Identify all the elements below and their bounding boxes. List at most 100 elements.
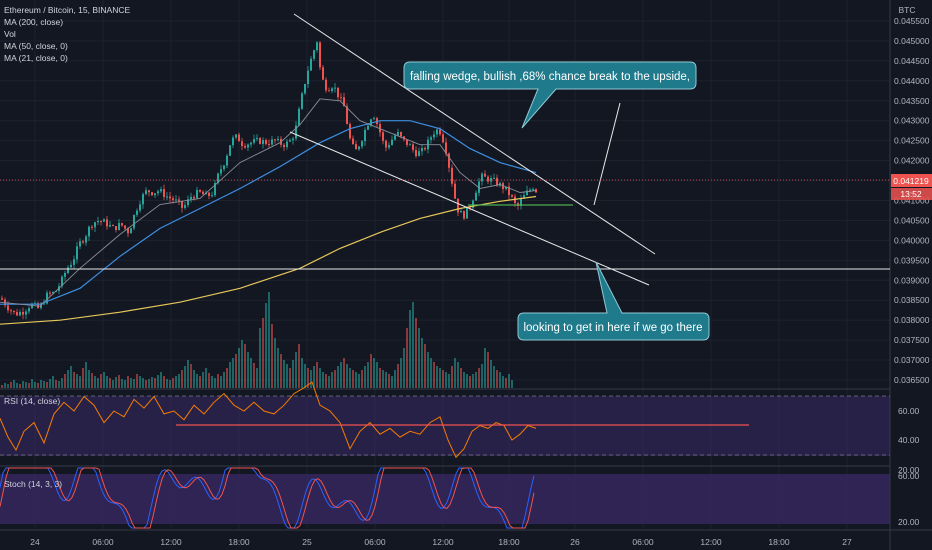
volume-bar	[241, 340, 243, 388]
rsi-legend[interactable]: RSI (14, close)	[4, 396, 60, 406]
callout-falling-wedge[interactable]: falling wedge, bullish ,68% chance break…	[403, 61, 697, 129]
price-tick-label: 0.041000	[894, 196, 930, 206]
volume-bar	[223, 372, 225, 388]
volume-bar	[70, 366, 72, 388]
volume-bar	[19, 384, 21, 388]
volume-bar	[355, 372, 357, 388]
volume-bar	[157, 375, 159, 388]
candle-body	[424, 147, 426, 150]
rsi-tick-label: 20.00	[898, 465, 920, 475]
currency-label: BTC	[899, 5, 916, 15]
volume-bar	[124, 380, 126, 388]
candle-body	[250, 142, 252, 145]
candle-body	[361, 141, 363, 147]
volume-bar	[460, 368, 462, 388]
volume-bar	[280, 354, 282, 388]
volume-bar	[4, 383, 6, 388]
candle-body	[160, 189, 162, 192]
candle-body	[310, 58, 312, 71]
volume-bar	[160, 372, 162, 388]
candle-body	[124, 225, 126, 229]
volume-bar	[181, 370, 183, 388]
candle-body	[103, 219, 105, 222]
volume-bar	[418, 328, 420, 388]
price-tick-label: 0.042500	[894, 136, 930, 146]
price-tick-label: 0.044500	[894, 56, 930, 66]
volume-bar	[235, 354, 237, 388]
candle-body	[52, 291, 54, 294]
volume-bar	[331, 372, 333, 388]
candle-body	[274, 139, 276, 141]
time-tick-label: 06:00	[92, 537, 114, 547]
volume-bar	[430, 358, 432, 388]
candle-body	[43, 303, 45, 305]
volume-bar	[463, 372, 465, 388]
candle-body	[466, 207, 468, 219]
stoch-tick-label: 60.00	[898, 471, 920, 481]
candle-body	[109, 225, 111, 227]
volume-bar	[265, 303, 267, 388]
volume-bar	[286, 364, 288, 388]
volume-bar	[388, 374, 390, 388]
candle-body	[178, 199, 180, 201]
candle-body	[16, 312, 18, 316]
legend-ma200[interactable]: MA (200, close)	[4, 17, 63, 27]
time-tick-label: 27	[842, 537, 852, 547]
volume-bar	[379, 368, 381, 388]
stoch-tick-label: 20.00	[898, 517, 920, 527]
legend-ma50[interactable]: MA (50, close, 0)	[4, 41, 68, 51]
stoch-panel-band	[0, 474, 890, 524]
volume-bar	[16, 383, 18, 388]
volume-bar	[112, 380, 114, 388]
volume-bar	[334, 370, 336, 388]
volume-bar	[106, 376, 108, 388]
rsi-panel-band	[0, 396, 890, 456]
stoch-legend[interactable]: Stoch (14, 3, 3)	[4, 479, 62, 489]
candle-body	[244, 146, 246, 148]
candle-body	[307, 70, 309, 85]
volume-bar	[193, 370, 195, 388]
candle-body	[22, 312, 24, 315]
candle-body	[430, 137, 432, 140]
candle-body	[172, 198, 174, 201]
candle-body	[292, 138, 294, 141]
wedge-lower-line	[289, 131, 650, 286]
volume-bar	[82, 368, 84, 388]
volume-bar	[34, 382, 36, 388]
legend-ma21[interactable]: MA (21, close, 0)	[4, 53, 68, 63]
candle-body	[169, 196, 171, 199]
volume-bar	[247, 352, 249, 388]
candle-body	[388, 145, 390, 148]
time-tick-label: 25	[302, 537, 312, 547]
volume-bar	[40, 380, 42, 388]
volume-bar	[175, 376, 177, 388]
volume-bar	[376, 362, 378, 388]
candle-body	[67, 267, 69, 273]
time-axis[interactable]: 24 06:00 12:00 18:00 25 06:00 12:00 18:00 26 06:0…	[30, 537, 852, 547]
candle-body	[139, 204, 141, 211]
legend-vol[interactable]: Vol	[4, 29, 16, 39]
volume-bar	[220, 376, 222, 388]
price-tick-label: 0.044000	[894, 76, 930, 86]
volume-bar	[118, 375, 120, 388]
volume-bar	[10, 382, 12, 388]
volume-bar	[184, 366, 186, 388]
candle-body	[1, 298, 3, 300]
callout-falling-wedge-box	[403, 61, 697, 129]
volume-bar	[505, 378, 507, 388]
candle-body	[121, 223, 123, 226]
time-tick-label: 06:00	[364, 537, 386, 547]
callout-entry-text: looking to get in here if we go there	[523, 322, 702, 334]
candle-body	[214, 182, 216, 196]
time-tick-label: 12:00	[700, 537, 722, 547]
volume-bar	[109, 378, 111, 388]
volume-bar	[358, 374, 360, 388]
callout-entry[interactable]: looking to get in here if we go there	[517, 261, 710, 341]
volume-bar	[322, 372, 324, 388]
candle-body	[349, 124, 351, 139]
candle-body	[301, 93, 303, 109]
candle-body	[49, 292, 51, 294]
volume-bar	[166, 379, 168, 388]
volume-bar	[298, 344, 300, 388]
